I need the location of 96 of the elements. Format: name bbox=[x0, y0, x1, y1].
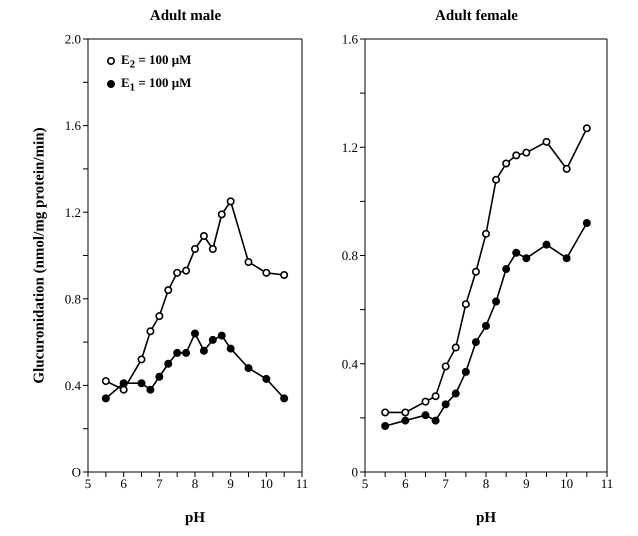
point bbox=[442, 362, 450, 370]
point bbox=[173, 348, 182, 357]
point bbox=[191, 329, 199, 338]
y-tick-label: O bbox=[72, 464, 81, 480]
y-tick-label: 0.8 bbox=[64, 291, 81, 306]
x-tick-label: 9 bbox=[227, 476, 234, 492]
x-tick-label: 6 bbox=[402, 476, 410, 492]
point bbox=[472, 268, 480, 276]
x-tick-label: 11 bbox=[600, 476, 614, 492]
point bbox=[244, 258, 252, 266]
point bbox=[200, 346, 208, 355]
point bbox=[208, 336, 217, 344]
point bbox=[218, 210, 226, 218]
x-tick-label: 6 bbox=[120, 476, 128, 492]
point bbox=[452, 344, 460, 352]
point bbox=[191, 245, 199, 254]
chart-title: Adult male bbox=[148, 8, 222, 26]
point bbox=[262, 374, 270, 383]
point bbox=[155, 372, 164, 381]
y-tick-label: 0.4 bbox=[64, 378, 82, 394]
point bbox=[492, 176, 500, 184]
point bbox=[182, 348, 190, 357]
point bbox=[492, 298, 500, 306]
point bbox=[164, 286, 172, 294]
point bbox=[208, 245, 217, 254]
point bbox=[226, 344, 235, 353]
point bbox=[102, 377, 110, 386]
y-tick-label: 1.2 bbox=[64, 204, 81, 220]
point bbox=[280, 270, 288, 279]
point bbox=[226, 197, 235, 206]
x-tick-label: 7 bbox=[156, 476, 164, 492]
point bbox=[381, 408, 390, 416]
point bbox=[432, 416, 440, 425]
point bbox=[482, 230, 490, 238]
y-tick-label: 0.8 bbox=[342, 248, 358, 264]
y-tick-label: 1.2 bbox=[342, 140, 358, 155]
point bbox=[562, 254, 571, 262]
legend-label: E$_{2}$ = 100 μM bbox=[121, 52, 192, 71]
y-tick-label: 2.0 bbox=[64, 32, 81, 47]
point bbox=[522, 148, 530, 157]
point bbox=[502, 265, 510, 274]
point bbox=[155, 312, 164, 320]
point bbox=[146, 327, 154, 336]
point bbox=[462, 368, 470, 376]
y-axis-title: Glucuronidation (nmol/mg protein/min) bbox=[31, 127, 48, 384]
point bbox=[472, 338, 480, 346]
point bbox=[542, 138, 550, 146]
point bbox=[432, 392, 440, 400]
point bbox=[502, 159, 510, 168]
point bbox=[582, 219, 591, 228]
y-tick-label: 0.4 bbox=[342, 356, 358, 372]
chart-title: Adult female bbox=[434, 8, 519, 26]
point bbox=[512, 248, 520, 257]
point bbox=[401, 408, 410, 416]
x-tick-label: 8 bbox=[482, 476, 490, 492]
point bbox=[244, 364, 252, 372]
x-tick-label: 7 bbox=[442, 476, 450, 492]
point bbox=[582, 124, 591, 132]
x-tick-label: 11 bbox=[296, 476, 308, 492]
point bbox=[138, 379, 146, 388]
point bbox=[442, 400, 450, 408]
point bbox=[462, 300, 470, 308]
point bbox=[262, 268, 270, 277]
point bbox=[280, 394, 288, 402]
point bbox=[218, 332, 226, 340]
point bbox=[164, 360, 172, 368]
x-tick-label: 5 bbox=[362, 476, 368, 492]
point bbox=[381, 422, 390, 430]
x-axis-title: pH bbox=[476, 510, 496, 526]
point bbox=[146, 386, 154, 394]
x-tick-label: 10 bbox=[560, 476, 574, 492]
point bbox=[452, 390, 460, 398]
point bbox=[422, 398, 430, 406]
x-tick-label: 5 bbox=[84, 476, 92, 492]
point bbox=[422, 411, 430, 420]
point bbox=[512, 151, 520, 160]
point bbox=[182, 266, 190, 275]
y-tick-label: 1.6 bbox=[342, 32, 358, 47]
point bbox=[482, 322, 490, 330]
point bbox=[138, 355, 146, 364]
y-tick-label: 1.6 bbox=[64, 118, 82, 134]
point bbox=[542, 240, 550, 249]
point bbox=[522, 254, 530, 262]
x-tick-label: 9 bbox=[523, 476, 530, 492]
legend-label: E$_{1}$ = 100 μM bbox=[121, 74, 192, 94]
y-tick-label: 0 bbox=[352, 464, 358, 480]
point bbox=[102, 394, 110, 402]
x-axis-title: pH bbox=[184, 510, 206, 526]
x-tick-label: 10 bbox=[260, 476, 273, 492]
x-tick-label: 8 bbox=[192, 476, 198, 492]
point bbox=[401, 416, 410, 425]
point bbox=[173, 268, 182, 277]
point bbox=[120, 386, 128, 394]
point bbox=[120, 379, 128, 388]
point bbox=[562, 164, 571, 173]
point bbox=[200, 232, 208, 240]
